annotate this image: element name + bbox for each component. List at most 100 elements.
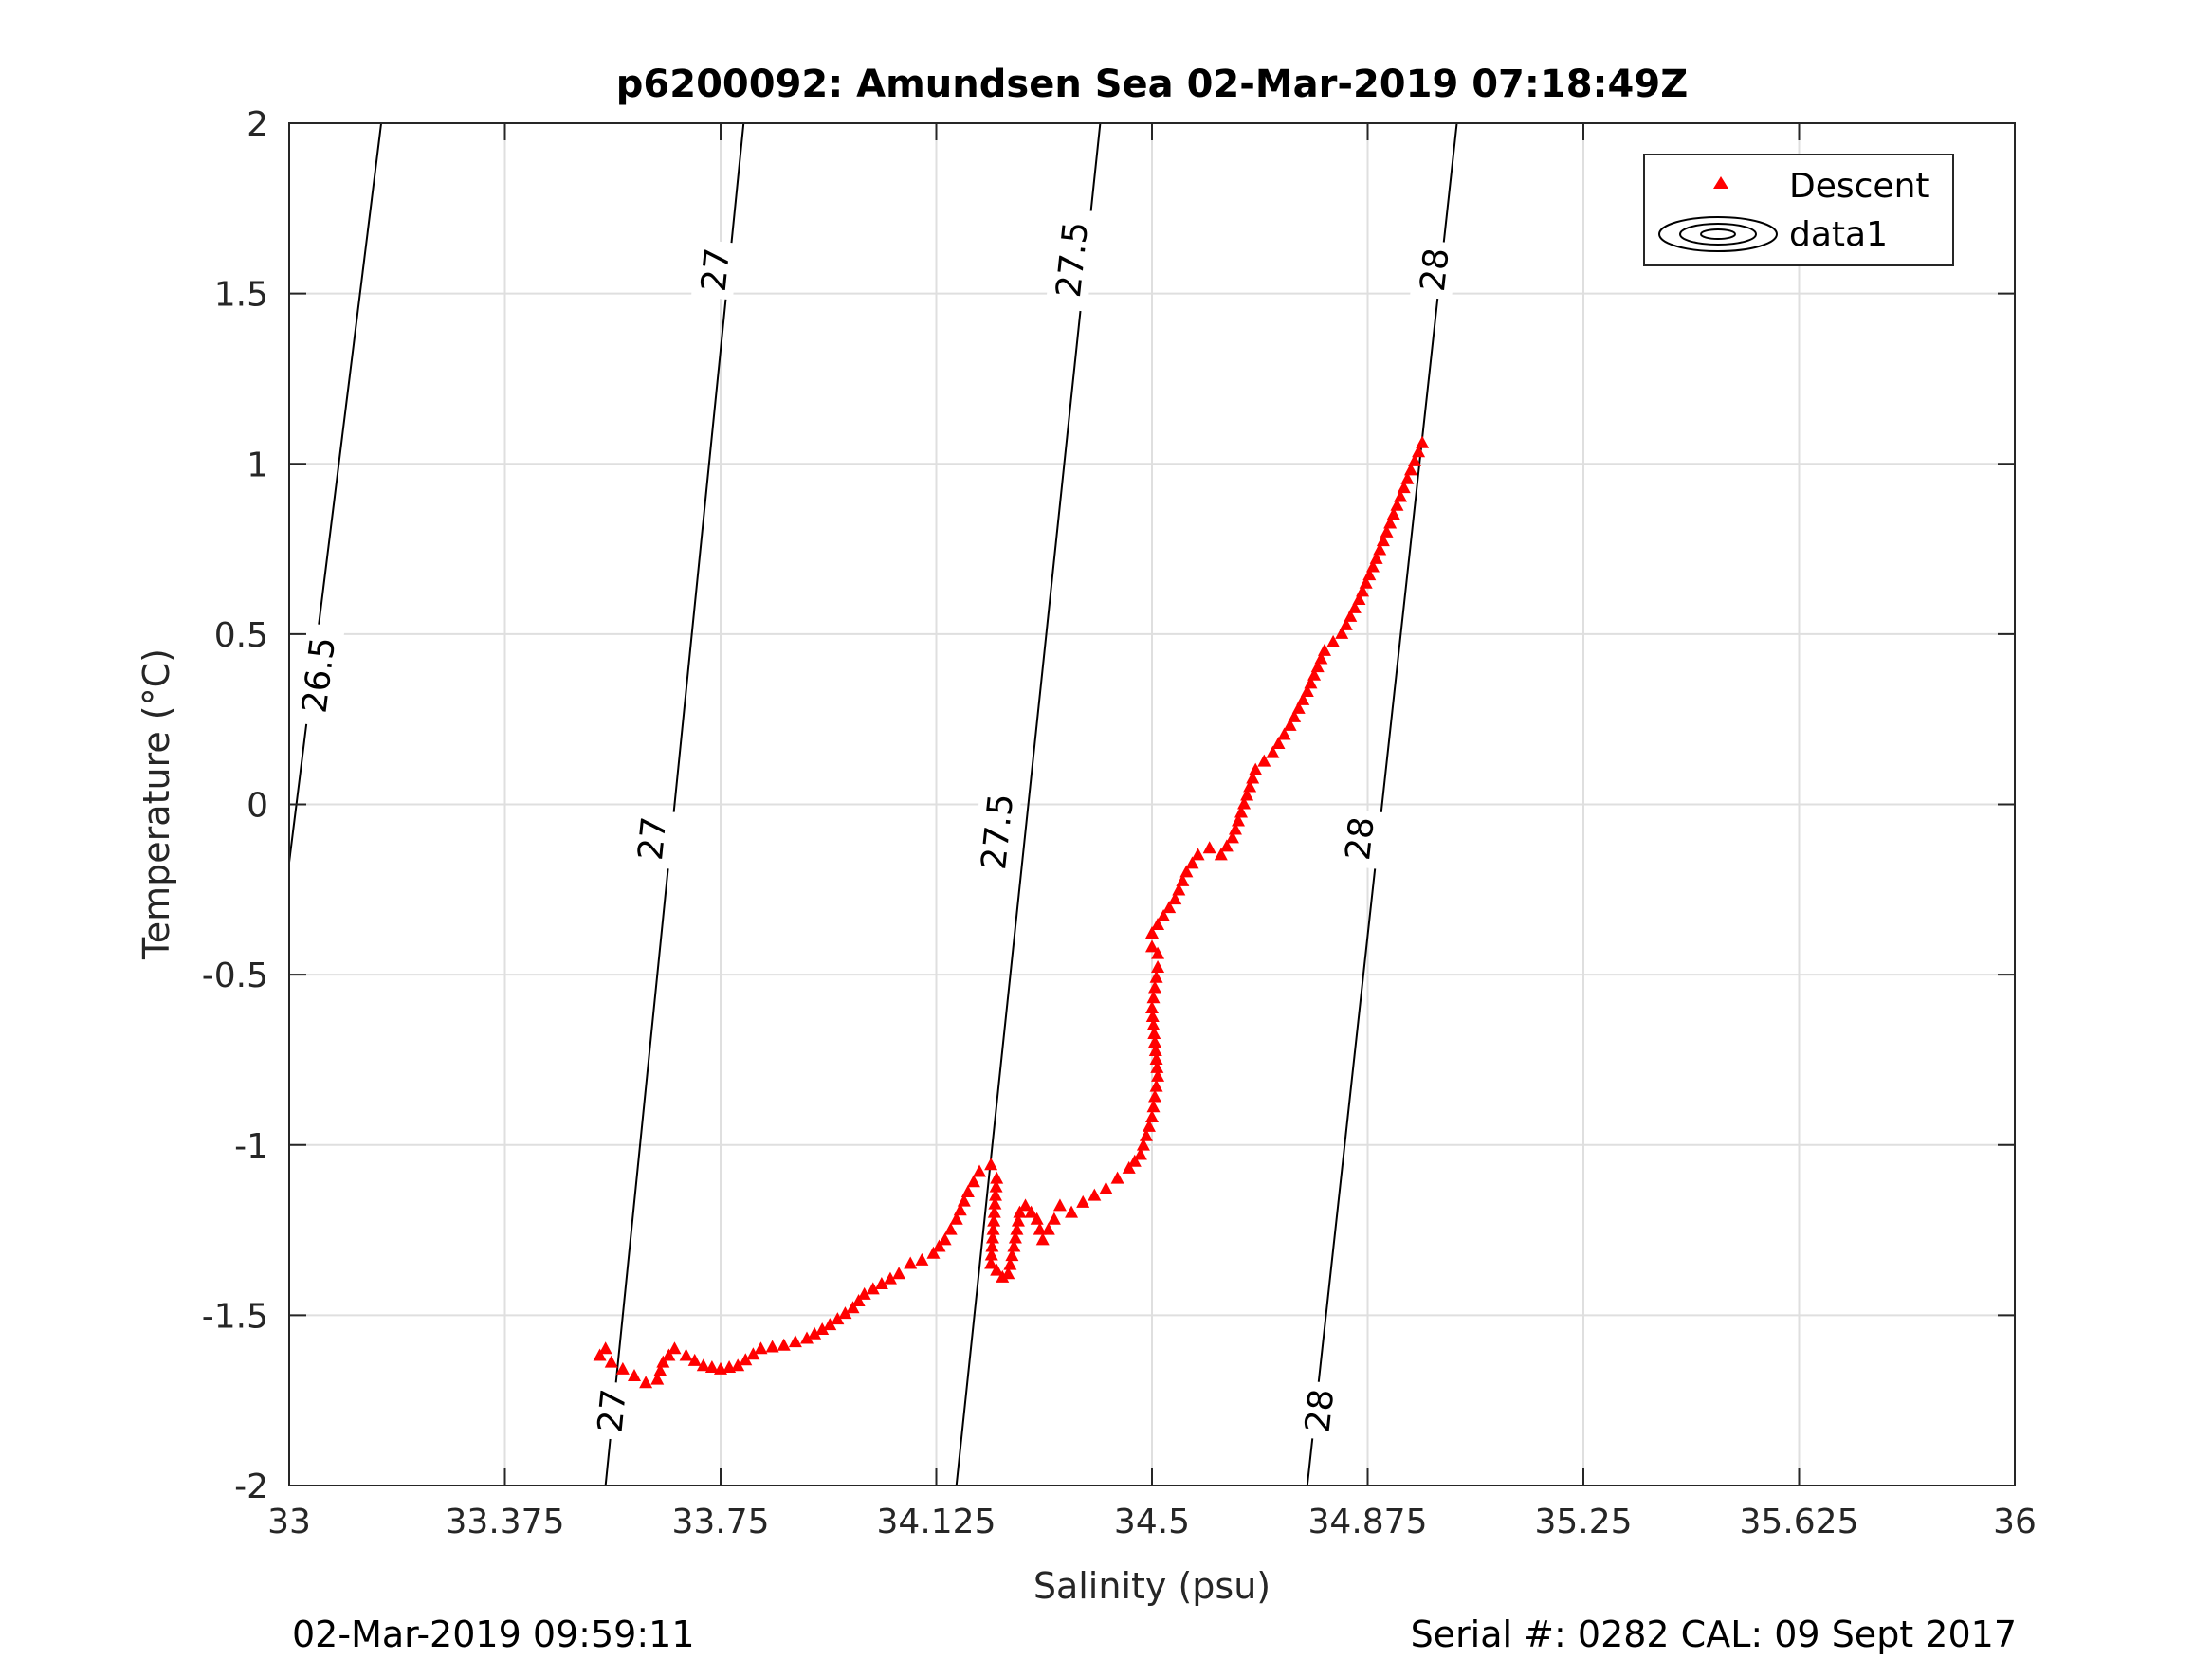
descent-point bbox=[988, 1188, 1002, 1201]
descent-point bbox=[1065, 1205, 1079, 1218]
descent-point bbox=[874, 1277, 888, 1290]
descent-point bbox=[1307, 667, 1322, 681]
descent-point bbox=[1356, 584, 1370, 597]
descent-point bbox=[831, 1312, 845, 1325]
axis-ticks: 33 33.375 33.75 34.125 34.5 34.875 35.25 35.625… bbox=[202, 105, 2037, 1541]
descent-point bbox=[1139, 1128, 1153, 1141]
descent-point bbox=[988, 1196, 1002, 1210]
descent-point bbox=[1347, 600, 1362, 613]
contour-label-text: 27 bbox=[592, 1387, 634, 1434]
contour-label: 28 bbox=[1335, 808, 1383, 869]
descent-point bbox=[1151, 918, 1165, 931]
descent-point bbox=[1005, 1249, 1019, 1262]
descent-point bbox=[1013, 1205, 1027, 1218]
descent-point bbox=[1352, 592, 1366, 605]
descent-point bbox=[1219, 839, 1234, 852]
x-tick-label: 34.125 bbox=[877, 1503, 996, 1541]
y-tick-label: 2 bbox=[247, 105, 268, 144]
descent-point bbox=[838, 1306, 852, 1320]
descent-point bbox=[1344, 609, 1358, 622]
contour-label-text: 28 bbox=[1339, 815, 1382, 863]
descent-point bbox=[1326, 634, 1341, 647]
descent-point bbox=[943, 1222, 958, 1235]
descent-point bbox=[815, 1322, 830, 1335]
descent-point bbox=[1318, 643, 1331, 656]
descent-point bbox=[1142, 1119, 1156, 1132]
descent-point bbox=[1283, 718, 1297, 731]
descent-point bbox=[1271, 737, 1286, 750]
descent-point bbox=[1147, 1026, 1161, 1039]
descent-point bbox=[754, 1341, 768, 1355]
descent-point bbox=[1146, 1018, 1161, 1031]
contour-line-28 bbox=[1306, 122, 1458, 1486]
descent-point bbox=[1162, 901, 1177, 914]
descent-point bbox=[628, 1369, 641, 1382]
contour-label: 27 bbox=[628, 808, 676, 869]
descent-point bbox=[1088, 1188, 1102, 1201]
descent-point bbox=[953, 1203, 967, 1216]
descent-point bbox=[823, 1318, 837, 1331]
descent-point bbox=[593, 1348, 607, 1361]
contour-label-text: 27 bbox=[631, 815, 674, 863]
descent-point bbox=[1150, 1060, 1164, 1073]
contour-label-background bbox=[587, 1379, 635, 1442]
descent-point bbox=[1397, 481, 1411, 494]
y-tick-label: -0.5 bbox=[202, 957, 268, 995]
descent-point bbox=[1249, 762, 1263, 775]
x-tick-label: 36 bbox=[1993, 1503, 2037, 1541]
contour-label-background bbox=[290, 622, 345, 728]
descent-point bbox=[1030, 1212, 1044, 1225]
contour-label-background bbox=[628, 808, 676, 869]
descent-point bbox=[938, 1232, 952, 1246]
descent-point bbox=[1237, 796, 1252, 810]
footer-timestamp: 02-Mar-2019 09:59:11 bbox=[292, 1613, 695, 1655]
descent-point bbox=[1214, 848, 1228, 861]
descent-point bbox=[800, 1331, 814, 1344]
descent-point bbox=[846, 1301, 860, 1314]
descent-point bbox=[1110, 1171, 1124, 1184]
descent-point bbox=[857, 1286, 871, 1300]
descent-point bbox=[1018, 1198, 1033, 1212]
descent-point bbox=[1145, 1001, 1159, 1014]
descent-point bbox=[1136, 1138, 1150, 1151]
descent-point bbox=[1373, 542, 1387, 556]
descent-point bbox=[1291, 701, 1306, 714]
descent-point bbox=[1243, 779, 1257, 793]
descent-point bbox=[1047, 1212, 1061, 1225]
descent-point bbox=[679, 1348, 693, 1361]
contour-label-background bbox=[1335, 808, 1383, 869]
descent-point bbox=[1416, 435, 1430, 448]
descent-point bbox=[1133, 1147, 1147, 1160]
legend-entry-data1: data1 bbox=[1789, 215, 1888, 254]
y-tick-label: 0 bbox=[247, 787, 268, 826]
contour-label-text: 28 bbox=[1414, 246, 1457, 294]
descent-point bbox=[1191, 848, 1205, 861]
descent-point bbox=[1099, 1181, 1113, 1194]
descent-point bbox=[1010, 1222, 1024, 1235]
descent-point bbox=[808, 1326, 822, 1340]
y-tick-label: -1.5 bbox=[202, 1297, 268, 1336]
descent-point bbox=[1149, 970, 1163, 983]
descent-point bbox=[985, 1231, 999, 1244]
descent-point bbox=[1145, 1110, 1159, 1123]
contour-label: 26.5 bbox=[290, 622, 345, 728]
descent-point bbox=[656, 1355, 670, 1368]
descent-point bbox=[1033, 1222, 1047, 1235]
descent-point bbox=[1041, 1222, 1055, 1235]
descent-point bbox=[926, 1246, 941, 1259]
descent-point bbox=[1179, 865, 1194, 878]
descent-point bbox=[960, 1185, 975, 1198]
descent-point bbox=[687, 1353, 702, 1366]
contour-line-27 bbox=[604, 122, 745, 1486]
descent-point bbox=[1146, 991, 1161, 1004]
contour-line-27-5 bbox=[955, 122, 1102, 1486]
descent-point bbox=[990, 1263, 1004, 1276]
descent-point bbox=[1228, 822, 1242, 835]
descent-point bbox=[883, 1271, 897, 1285]
footer-serial-cal: Serial #: 0282 CAL: 09 Sept 2017 bbox=[1411, 1613, 2017, 1655]
contour-label: 27.5 bbox=[1045, 207, 1098, 312]
descent-point bbox=[1146, 1100, 1161, 1113]
descent-point bbox=[1288, 709, 1302, 722]
descent-point bbox=[1365, 559, 1380, 573]
